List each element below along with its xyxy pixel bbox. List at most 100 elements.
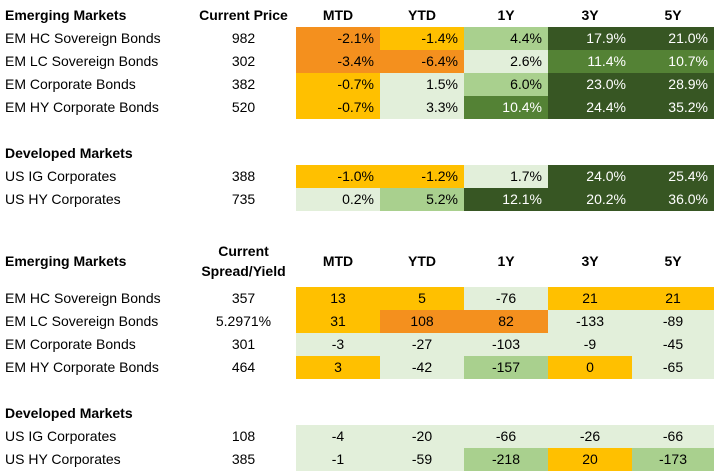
- ytd-cell: 3.3%: [380, 96, 464, 119]
- ytd-cell: -20: [380, 425, 464, 448]
- row-label: EM LC Sovereign Bonds: [5, 53, 159, 69]
- ytd-cell: 108: [380, 310, 464, 333]
- ytd-header: YTD: [408, 253, 436, 269]
- mtd-cell: -1: [296, 448, 380, 471]
- 3y-cell: 24.4%: [548, 96, 632, 119]
- ytd-cell: -27: [380, 333, 464, 356]
- 5y-cell: -173: [632, 448, 714, 471]
- current-price: 382: [231, 76, 256, 92]
- ytd-cell: -1.2%: [380, 165, 464, 188]
- table-row: US IG Corporates 108 -4 -20 -66 -26 -66: [0, 425, 714, 448]
- 1y-cell: 6.0%: [464, 73, 548, 96]
- 1y-cell: 12.1%: [464, 188, 548, 211]
- 5y-cell: -89: [632, 310, 714, 333]
- 3y-header: 3Y: [581, 7, 599, 23]
- 3y-cell: 20: [548, 448, 632, 471]
- spread-header-row: Emerging Markets Current Spread/Yield MT…: [0, 240, 714, 282]
- 5y-cell: 21.0%: [632, 27, 714, 50]
- ytd-cell: -59: [380, 448, 464, 471]
- row-label: US HY Corporates: [5, 191, 121, 207]
- mtd-cell: -3: [296, 333, 380, 356]
- table-row: EM LC Sovereign Bonds 5.2971% 31 108 82 …: [0, 310, 714, 333]
- current-price: 982: [231, 30, 256, 46]
- 5y-cell: -65: [632, 356, 714, 379]
- section-title-row: Developed Markets: [0, 142, 714, 165]
- spread-section-title-dm: Developed Markets: [5, 405, 133, 421]
- mtd-cell: -1.0%: [296, 165, 380, 188]
- current-spread-header-line2: Spread/Yield: [201, 263, 286, 279]
- table-row: EM Corporate Bonds 301 -3 -27 -103 -9 -4…: [0, 333, 714, 356]
- ytd-cell: -1.4%: [380, 27, 464, 50]
- 3y-cell: 11.4%: [548, 50, 632, 73]
- 5y-cell: -45: [632, 333, 714, 356]
- ytd-cell: -6.4%: [380, 50, 464, 73]
- 1y-header: 1Y: [497, 7, 515, 23]
- current-price-header: Current Price: [199, 7, 288, 23]
- price-section-title-em: Emerging Markets: [5, 7, 127, 23]
- 1y-cell: 82: [464, 310, 548, 333]
- row-label: EM Corporate Bonds: [5, 76, 136, 92]
- 3y-cell: -26: [548, 425, 632, 448]
- current-spread: 464: [231, 359, 256, 375]
- ytd-cell: 5: [380, 287, 464, 310]
- 3y-cell: 17.9%: [548, 27, 632, 50]
- row-label: EM HC Sovereign Bonds: [5, 30, 161, 46]
- 3y-cell: -133: [548, 310, 632, 333]
- mtd-cell: 3: [296, 356, 380, 379]
- 5y-cell: -66: [632, 425, 714, 448]
- 5y-cell: 25.4%: [632, 165, 714, 188]
- 5y-cell: 36.0%: [632, 188, 714, 211]
- 1y-header: 1Y: [497, 253, 515, 269]
- row-label: EM HY Corporate Bonds: [5, 99, 159, 115]
- spread-section-title-em: Emerging Markets: [5, 253, 127, 269]
- 3y-cell: 0: [548, 356, 632, 379]
- 1y-cell: -76: [464, 287, 548, 310]
- current-spread-header-line1: Current: [218, 243, 269, 259]
- ytd-cell: -42: [380, 356, 464, 379]
- current-price: 735: [231, 191, 256, 207]
- mtd-header: MTD: [322, 253, 354, 269]
- 5y-cell: 35.2%: [632, 96, 714, 119]
- 3y-cell: 24.0%: [548, 165, 632, 188]
- 3y-cell: -9: [548, 333, 632, 356]
- 1y-cell: 4.4%: [464, 27, 548, 50]
- row-label: EM Corporate Bonds: [5, 336, 136, 352]
- current-spread: 108: [231, 428, 256, 444]
- mtd-cell: -0.7%: [296, 73, 380, 96]
- row-label: EM HY Corporate Bonds: [5, 359, 159, 375]
- row-label: US IG Corporates: [5, 428, 117, 444]
- 3y-header: 3Y: [581, 253, 599, 269]
- current-spread: 5.2971%: [215, 313, 272, 329]
- mtd-cell: 31: [296, 310, 380, 333]
- mtd-cell: 13: [296, 287, 380, 310]
- table-row: EM LC Sovereign Bonds 302 -3.4% -6.4% 2.…: [0, 50, 714, 73]
- 5y-header: 5Y: [664, 7, 682, 23]
- mtd-cell: -0.7%: [296, 96, 380, 119]
- current-price: 388: [231, 168, 256, 184]
- ytd-cell: 5.2%: [380, 188, 464, 211]
- table-row: US HY Corporates 385 -1 -59 -218 20 -173: [0, 448, 714, 471]
- current-spread: 385: [231, 451, 256, 467]
- current-spread: 357: [231, 290, 256, 306]
- price-section-title-dm: Developed Markets: [5, 145, 133, 161]
- 3y-cell: 20.2%: [548, 188, 632, 211]
- price-header-row: Emerging Markets Current Price MTD YTD 1…: [0, 4, 714, 27]
- mtd-cell: 0.2%: [296, 188, 380, 211]
- table-row: US IG Corporates 388 -1.0% -1.2% 1.7% 24…: [0, 165, 714, 188]
- 5y-cell: 21: [632, 287, 714, 310]
- 1y-cell: 1.7%: [464, 165, 548, 188]
- current-spread-header: Current Spread/Yield: [195, 240, 292, 282]
- mtd-cell: -2.1%: [296, 27, 380, 50]
- table-row: EM HC Sovereign Bonds 357 13 5 -76 21 21: [0, 287, 714, 310]
- 1y-cell: 2.6%: [464, 50, 548, 73]
- ytd-cell: 1.5%: [380, 73, 464, 96]
- row-label: EM HC Sovereign Bonds: [5, 290, 161, 306]
- section-title-row: Developed Markets: [0, 402, 714, 425]
- 1y-cell: -66: [464, 425, 548, 448]
- 1y-cell: -103: [464, 333, 548, 356]
- 5y-header: 5Y: [664, 253, 682, 269]
- 3y-cell: 23.0%: [548, 73, 632, 96]
- 1y-cell: 10.4%: [464, 96, 548, 119]
- mtd-header: MTD: [322, 7, 354, 23]
